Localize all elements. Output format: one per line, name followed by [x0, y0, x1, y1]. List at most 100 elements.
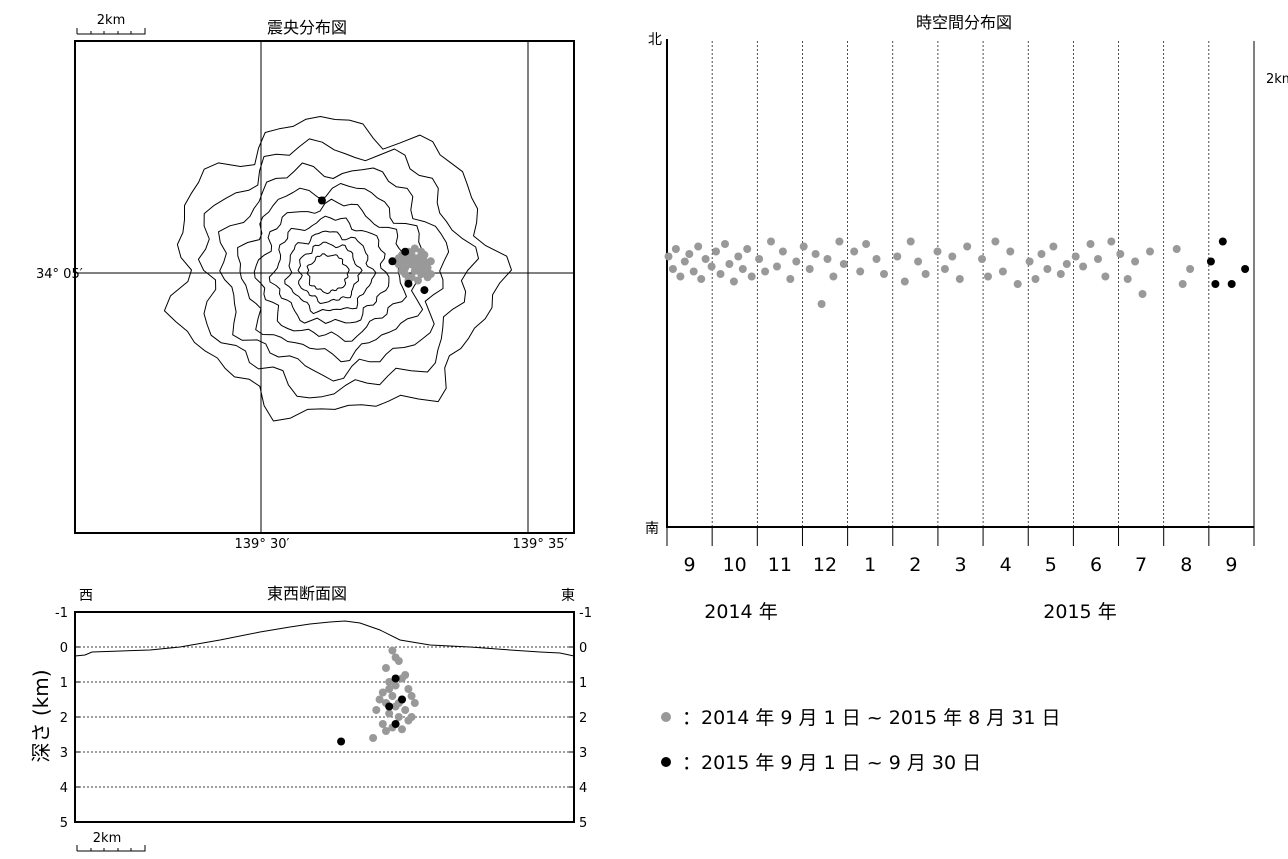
section-ylabel: 深さ (km) — [29, 669, 53, 762]
map-title: 震央分布図 — [267, 18, 347, 37]
timespace-event-point — [948, 252, 957, 261]
section-tick-right: 4 — [579, 781, 587, 796]
timespace-event-point — [1227, 280, 1236, 288]
timespace-event-point — [1116, 250, 1125, 258]
map-lon-label-2: 139° 35′ — [513, 537, 568, 552]
timespace-event-point — [955, 275, 964, 283]
section-hypocenter-point — [378, 720, 387, 728]
timespace-event-point — [664, 252, 673, 261]
map-epicenter-point — [420, 266, 429, 275]
timespace-month-label: 8 — [1180, 554, 1192, 576]
section-hypocenter-point — [401, 706, 410, 714]
section-hypocenter-point — [382, 664, 390, 672]
timespace-event-point — [1206, 257, 1215, 266]
section-hypocenter-point — [375, 695, 384, 704]
contour-line — [284, 230, 377, 315]
timespace-year-2014: 2014 年 — [704, 601, 777, 623]
map-contours — [163, 116, 512, 422]
timespace-event-point — [872, 255, 881, 263]
timespace-month-label: 3 — [954, 554, 966, 576]
map-epicenter-point — [394, 260, 403, 269]
section-hypocenter-point — [382, 727, 390, 735]
timespace-month-label: 4 — [1000, 554, 1012, 576]
timespace-event-point — [991, 237, 1000, 246]
section-grid — [75, 646, 574, 788]
timespace-event-point — [900, 277, 909, 286]
timespace-event-point — [1062, 260, 1071, 268]
legend-label-current: ：2015 年 9 月 1 日 ~ 9 月 30 日 — [682, 752, 981, 774]
timespace-event-point — [1086, 240, 1095, 248]
timespace-event-point — [773, 262, 781, 271]
timespace-event-point — [1218, 237, 1227, 246]
timespace-month-labels: 9 10 11 12 1 2 3 4 5 6 7 8 9 — [684, 554, 1238, 576]
section-hypocenter-point — [388, 646, 397, 655]
timespace-event-point — [1178, 280, 1187, 288]
map-epicenter-point — [414, 263, 422, 272]
timespace-event-point — [1146, 247, 1154, 256]
timespace-event-point — [1006, 247, 1015, 256]
timespace-event-point — [839, 260, 848, 268]
section-title: 東西断面図 — [267, 584, 347, 603]
section-panel: 東西断面図 西 東 深さ (km) -1 -1 0 0 1 1 2 2 3 3 4 4 5 5 2km — [29, 584, 592, 852]
timespace-year-2015: 2015 年 — [1043, 601, 1116, 623]
section-hypocenter-point — [391, 720, 400, 728]
section-hypocenter-point — [404, 685, 413, 693]
section-hypocenter-point — [394, 713, 403, 721]
section-tick-left: 0 — [60, 641, 68, 656]
section-hypocenter-point — [385, 685, 394, 693]
contour-line — [253, 198, 407, 342]
timespace-event-point — [729, 277, 738, 286]
section-hypocenter-point — [391, 653, 400, 662]
timespace-event-point — [778, 247, 787, 256]
map-scale-label: 2km — [97, 13, 125, 28]
section-depth-ticks: -1 -1 0 0 1 1 2 2 3 3 4 4 5 5 — [55, 606, 592, 831]
timespace-event-point — [799, 242, 808, 251]
timespace-event-point — [712, 247, 720, 256]
map-lon-label-1: 139° 30′ — [235, 537, 290, 552]
timespace-event-point — [978, 255, 986, 263]
section-tick-left: 2 — [60, 711, 68, 726]
timespace-event-point — [880, 270, 888, 278]
map-epicenter-point — [414, 276, 422, 285]
section-hypocenter-point — [378, 688, 387, 697]
timespace-south-label: 南 — [645, 521, 659, 537]
section-tick-right: 5 — [579, 816, 587, 831]
section-hypocenter-point — [337, 737, 346, 746]
section-tick-left: 3 — [60, 746, 68, 761]
contour-line — [237, 183, 424, 363]
map-epicenter-point — [394, 254, 403, 263]
section-tick-right: 2 — [579, 711, 587, 726]
timespace-event-point — [1043, 265, 1052, 273]
section-hypocenter-point — [391, 681, 400, 690]
timespace-event-point — [668, 265, 677, 273]
timespace-event-point — [755, 255, 764, 263]
timespace-event-point — [856, 267, 865, 276]
legend-item-previous: ：2014 年 9 月 1 日 ~ 2015 年 8 月 31 日 — [661, 707, 1061, 729]
map-epicenter-point — [420, 286, 429, 295]
section-tick-left: -1 — [55, 606, 68, 621]
contour-line — [268, 215, 390, 324]
timespace-event-point — [1241, 265, 1250, 273]
section-hypocenter-point — [407, 692, 416, 700]
section-scale-label: 2km — [93, 831, 121, 846]
timespace-title: 時空間分布図 — [916, 13, 1012, 32]
section-hypocenter-point — [372, 706, 381, 714]
map-epicenter-point — [401, 247, 410, 256]
map-epicenter-point — [426, 257, 435, 266]
timespace-event-point — [1123, 275, 1132, 283]
timespace-event-point — [697, 275, 706, 283]
map-epicenter-point — [410, 257, 419, 266]
map-scale-bar: 2km — [76, 13, 146, 35]
section-east-label: 東 — [561, 588, 575, 604]
section-hypocenter-point — [407, 713, 416, 721]
timespace-event-point — [1186, 265, 1195, 273]
section-west-label: 西 — [79, 588, 93, 604]
section-hypocenter-point — [385, 678, 394, 686]
timespace-event-point — [694, 242, 703, 251]
section-topography — [74, 620, 575, 657]
map-epicenter-point — [417, 247, 426, 256]
timespace-event-point — [829, 272, 838, 281]
map-epicenter-point — [388, 257, 397, 266]
section-hypocenter-point — [385, 702, 394, 711]
